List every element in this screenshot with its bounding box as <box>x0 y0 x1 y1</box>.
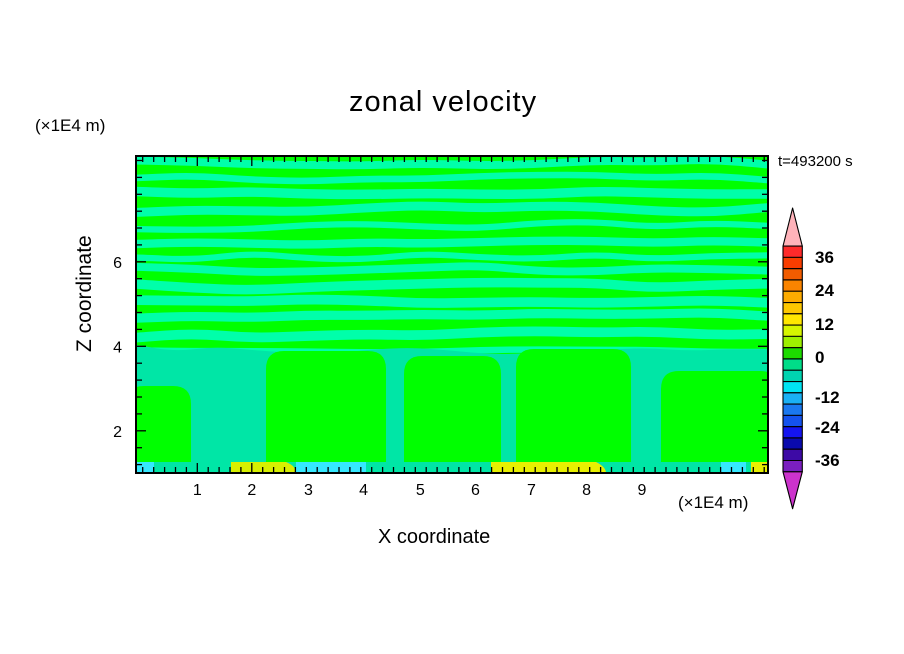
svg-text:2: 2 <box>247 482 256 499</box>
svg-text:-12: -12 <box>815 388 840 407</box>
svg-text:1: 1 <box>193 482 202 499</box>
svg-text:12: 12 <box>815 315 834 334</box>
svg-text:4: 4 <box>359 482 368 499</box>
svg-text:24: 24 <box>815 281 834 300</box>
svg-text:4: 4 <box>113 339 122 356</box>
svg-text:-36: -36 <box>815 451 840 470</box>
svg-text:9: 9 <box>637 482 646 499</box>
svg-text:-24: -24 <box>815 418 840 437</box>
svg-text:6: 6 <box>471 482 480 499</box>
svg-text:6: 6 <box>113 255 122 272</box>
svg-text:2: 2 <box>113 424 122 441</box>
svg-text:0: 0 <box>815 348 824 367</box>
svg-text:3: 3 <box>304 482 313 499</box>
svg-text:36: 36 <box>815 248 834 267</box>
svg-text:5: 5 <box>416 482 425 499</box>
svg-text:7: 7 <box>527 482 536 499</box>
svg-text:8: 8 <box>582 482 591 499</box>
